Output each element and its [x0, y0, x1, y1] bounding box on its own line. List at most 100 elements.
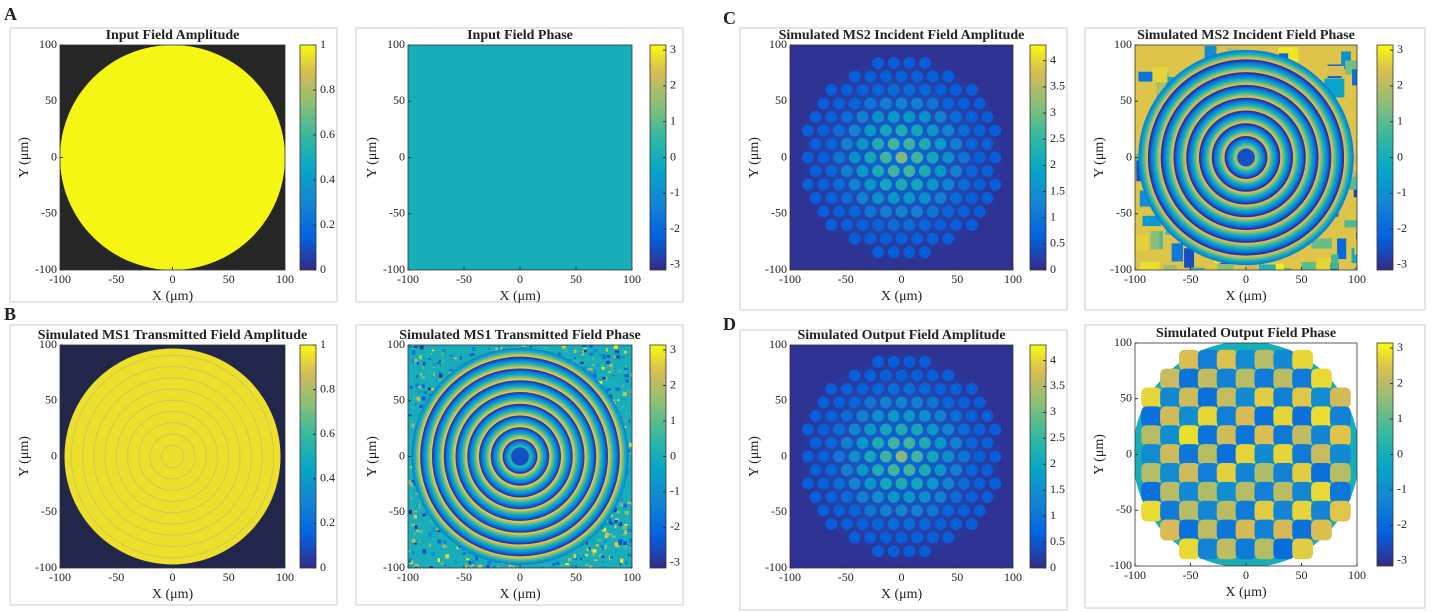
phase-cell — [1197, 500, 1219, 522]
phase-noise — [462, 552, 467, 555]
phase-noise — [511, 565, 516, 568]
field-image — [60, 345, 285, 568]
field-spot — [833, 151, 845, 164]
phase-cell — [1254, 349, 1276, 371]
field-spot — [895, 205, 908, 218]
chart-title: Input Field Amplitude — [106, 28, 240, 43]
colorbar-tick-label: 0 — [670, 149, 676, 163]
phase-noise — [1135, 235, 1148, 251]
field-spot — [989, 151, 1002, 164]
phase-noise — [605, 360, 611, 364]
phase-noise — [408, 550, 411, 553]
field-spot — [895, 477, 908, 490]
phase-cell — [1311, 368, 1332, 390]
phase-noise — [614, 391, 617, 395]
phase-noise — [555, 561, 559, 565]
field-image — [790, 345, 1013, 568]
phase-noise — [416, 390, 422, 394]
phase-noise — [469, 565, 472, 568]
phase-noise — [585, 563, 588, 567]
colorbar-tick-label: 0.5 — [1050, 534, 1065, 548]
phase-noise — [618, 358, 621, 361]
phase-noise — [430, 353, 432, 355]
field-spot — [934, 165, 947, 177]
y-tick-label: -100 — [765, 560, 787, 574]
field-spot — [903, 56, 916, 69]
phase-noise — [541, 566, 545, 568]
phase-noise — [599, 378, 605, 382]
y-axis-label: Y (μm) — [365, 436, 380, 477]
x-tick-label: -50 — [108, 570, 124, 584]
x-tick-label: 50 — [1296, 272, 1308, 286]
field-spot — [903, 464, 916, 476]
field-spot — [989, 178, 1002, 191]
y-tick-label: -100 — [383, 560, 405, 574]
phase-noise — [421, 365, 424, 370]
field-spot — [848, 450, 861, 463]
phase-cell — [1197, 538, 1219, 560]
phase-noise — [567, 347, 571, 350]
phase-cell — [1311, 500, 1332, 522]
colorbar-tick-label: 0.4 — [320, 172, 335, 186]
phase-cell — [1254, 538, 1276, 560]
phase-noise — [1345, 60, 1357, 75]
phase-noise — [598, 553, 604, 558]
field-spot — [848, 151, 861, 164]
phase-noise — [411, 423, 415, 428]
field-spot — [918, 138, 931, 150]
phase-noise — [463, 555, 467, 559]
field-spot — [981, 192, 994, 204]
phase-cell — [1329, 444, 1351, 465]
field-spot — [989, 423, 1002, 436]
field-spot — [887, 83, 900, 96]
x-axis-label: X (μm) — [881, 587, 923, 602]
phase-noise — [565, 563, 570, 566]
panel-frame — [1084, 324, 1426, 609]
phase-noise — [436, 379, 438, 383]
field-spot — [918, 246, 931, 259]
phase-cell — [1160, 444, 1181, 465]
phase-noise — [605, 389, 609, 393]
phase-cell — [1216, 444, 1238, 465]
field-spot — [958, 178, 970, 191]
phase-noise — [414, 377, 418, 380]
x-tick-label: 100 — [623, 570, 641, 584]
phase-cell — [1197, 519, 1219, 541]
phase-noise — [609, 555, 613, 560]
x-tick-label: 50 — [1296, 568, 1308, 582]
field-ring — [115, 399, 230, 514]
field-spot — [942, 531, 955, 544]
phase-cell — [1254, 481, 1276, 503]
field-spot — [887, 545, 900, 558]
phase-noise — [616, 355, 620, 359]
y-tick-label: -50 — [389, 504, 405, 518]
colorbar-tick-label: -1 — [670, 185, 680, 199]
phase-noise — [593, 369, 596, 374]
field-spot — [864, 504, 877, 517]
field-spot — [934, 111, 947, 123]
field-spot — [958, 396, 970, 409]
field-spot — [840, 437, 853, 449]
phase-noise — [614, 518, 619, 522]
phase-cell — [1329, 387, 1351, 409]
phase-cell — [1216, 500, 1238, 522]
field-spot — [942, 423, 955, 436]
field-spot — [942, 178, 955, 191]
phase-noise — [416, 396, 420, 401]
field-spot — [848, 396, 861, 409]
phase-cell — [1329, 425, 1351, 447]
phase-cell — [1141, 481, 1163, 503]
phase-noise — [580, 361, 584, 365]
phase-cell — [1160, 481, 1181, 503]
phase-noise — [414, 402, 417, 406]
field-spot — [903, 410, 916, 422]
field-spot — [801, 124, 814, 137]
phase-noise — [552, 563, 556, 566]
field-spot — [864, 124, 877, 137]
phase-noise — [573, 349, 577, 353]
field-spot — [903, 355, 916, 368]
field-spot — [848, 178, 861, 191]
phase-cell — [1235, 462, 1257, 484]
phase-noise — [545, 346, 548, 351]
y-tick-label: 50 — [45, 393, 57, 407]
